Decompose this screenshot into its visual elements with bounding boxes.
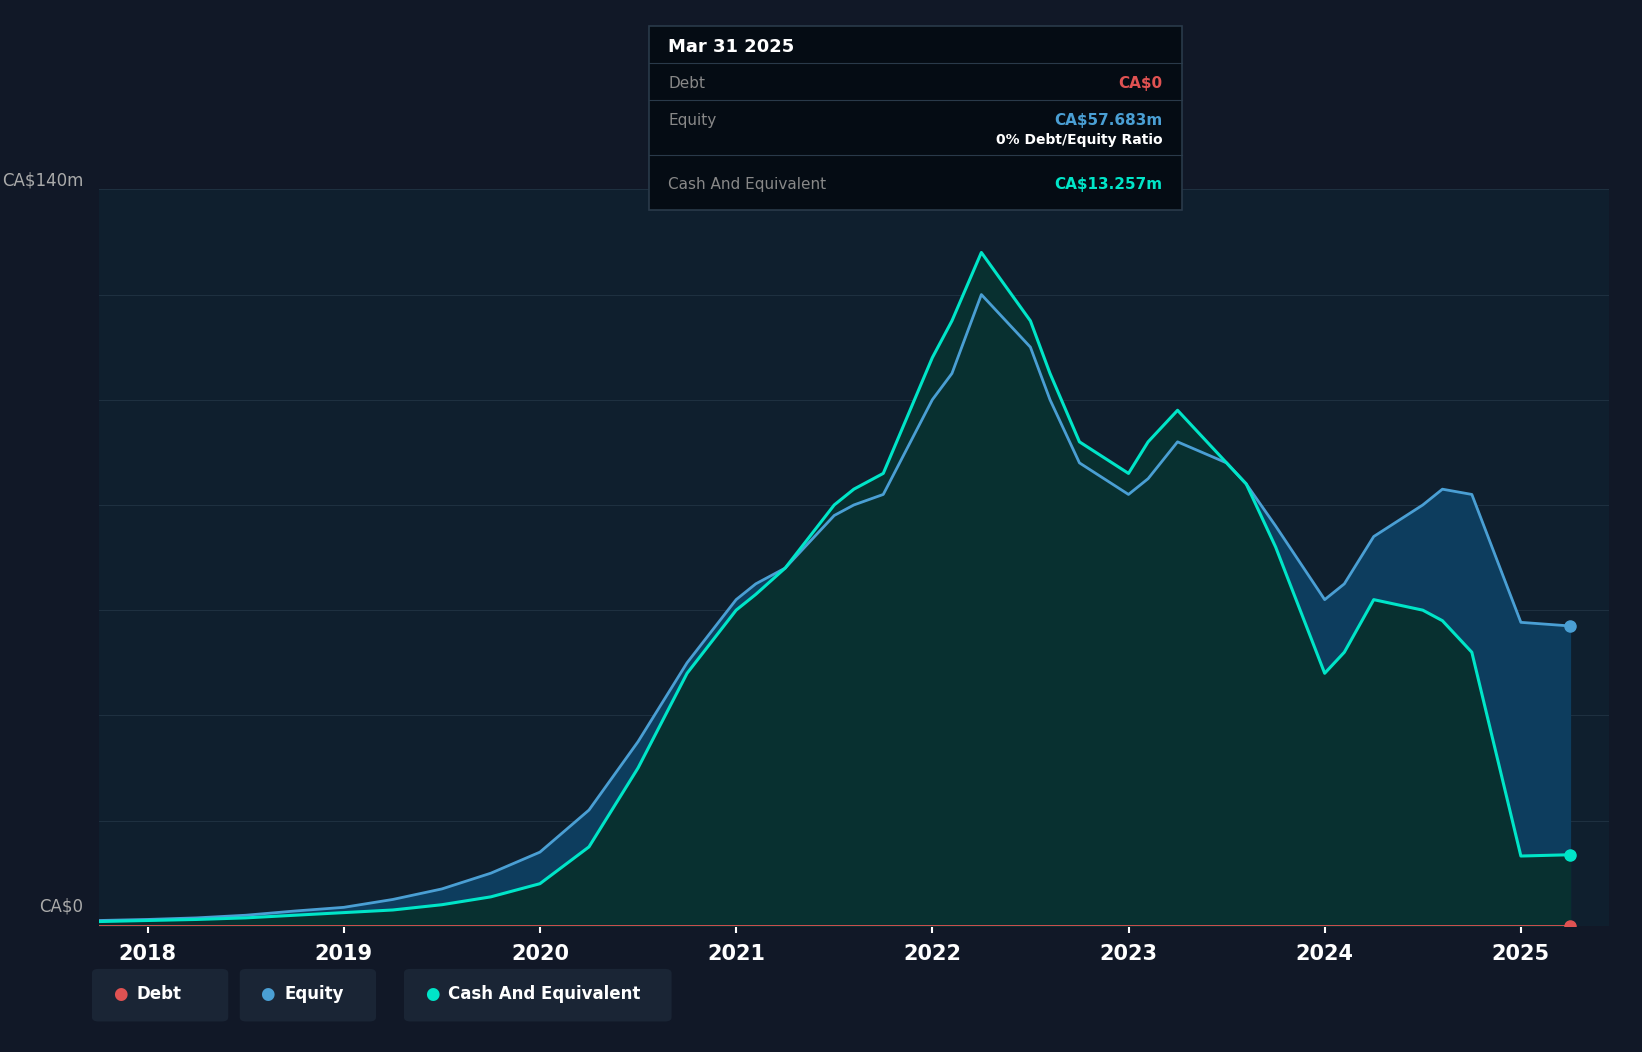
Text: Debt: Debt bbox=[136, 985, 181, 1004]
Text: ●: ● bbox=[261, 985, 274, 1004]
Text: Equity: Equity bbox=[668, 113, 716, 127]
Text: ●: ● bbox=[425, 985, 438, 1004]
Text: Equity: Equity bbox=[284, 985, 343, 1004]
Text: CA$0: CA$0 bbox=[1118, 76, 1163, 90]
Text: CA$13.257m: CA$13.257m bbox=[1054, 177, 1163, 193]
Text: 0% Debt/Equity Ratio: 0% Debt/Equity Ratio bbox=[997, 134, 1163, 147]
Text: ●: ● bbox=[113, 985, 126, 1004]
Text: CA$0: CA$0 bbox=[39, 897, 84, 915]
Text: Cash And Equivalent: Cash And Equivalent bbox=[448, 985, 640, 1004]
Text: Cash And Equivalent: Cash And Equivalent bbox=[668, 177, 826, 193]
Text: Debt: Debt bbox=[668, 76, 706, 90]
Text: CA$57.683m: CA$57.683m bbox=[1054, 113, 1163, 127]
Text: Mar 31 2025: Mar 31 2025 bbox=[668, 38, 795, 56]
Text: CA$140m: CA$140m bbox=[2, 171, 84, 189]
